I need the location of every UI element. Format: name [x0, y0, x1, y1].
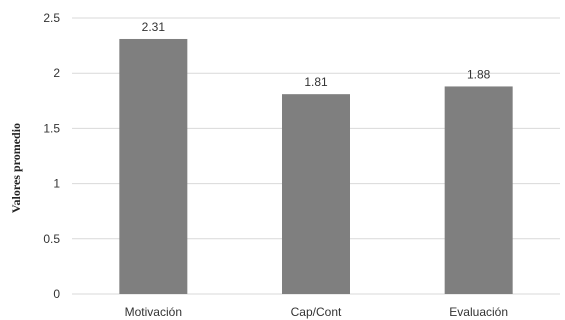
bar [119, 38, 188, 295]
bars [119, 38, 513, 295]
bar [282, 94, 350, 295]
data-labels: 2.31 1.81 1.88 [142, 20, 491, 89]
x-category-label: Cap/Cont [291, 305, 342, 319]
x-category-label: Evaluación [449, 305, 508, 319]
y-tick-label: 0.5 [43, 232, 60, 246]
x-category-label: Motivación [125, 305, 182, 319]
y-axis-title: Valores promedio [9, 123, 23, 213]
data-label: 1.88 [467, 67, 491, 81]
data-label: 1.81 [304, 75, 328, 89]
y-tick-label: 1.5 [43, 121, 60, 135]
x-category-labels: Motivación Cap/Cont Evaluación [125, 305, 508, 319]
y-tick-label: 2 [53, 66, 60, 80]
y-tick-label: 0 [53, 287, 60, 301]
y-tick-labels: 0 0.5 1 1.5 2 2.5 [43, 11, 60, 301]
bar [444, 86, 513, 294]
y-tick-label: 1 [53, 177, 60, 191]
y-tick-label: 2.5 [43, 11, 60, 25]
data-label: 2.31 [142, 20, 166, 34]
